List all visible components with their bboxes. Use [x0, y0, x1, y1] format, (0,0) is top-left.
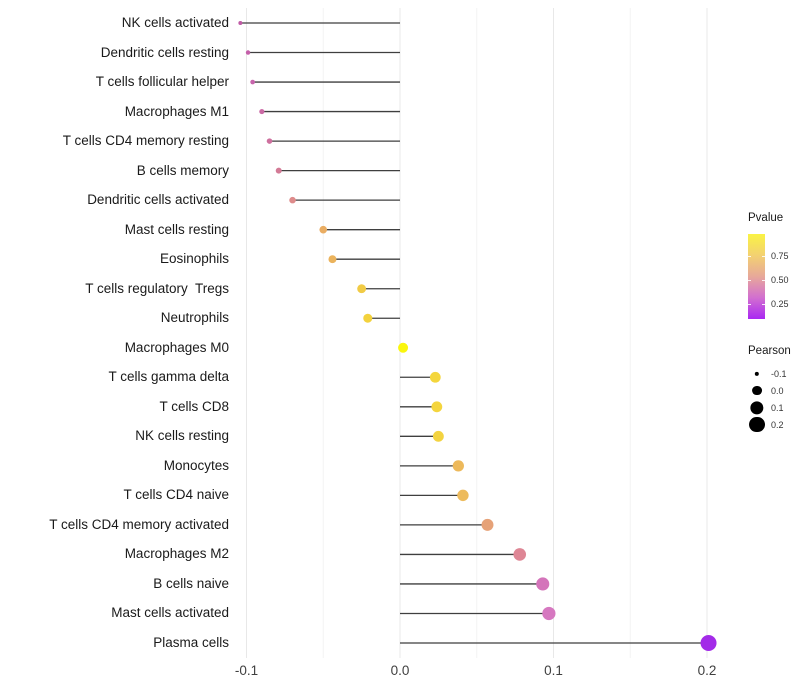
lollipop-dot: [398, 342, 409, 353]
category-label: Macrophages M2: [124, 546, 229, 562]
pearson-size-legend: -0.1 0.0 0.1 0.2: [740, 365, 800, 433]
lollipop-dot: [432, 430, 444, 442]
pvalue-tick-notch: [762, 280, 765, 281]
pearson-size-label: 0.0: [771, 385, 784, 396]
pearson-size-label: 0.2: [771, 419, 784, 430]
lollipop-dot: [363, 313, 373, 323]
category-label: T cells CD4 memory resting: [62, 133, 229, 149]
lollipop-dot: [513, 548, 527, 561]
lollipop-dot: [245, 50, 251, 55]
pearson-size-item: 0.1: [740, 399, 800, 416]
pvalue-tick-label: 0.50: [771, 275, 789, 285]
category-label: Plasma cells: [153, 635, 229, 650]
lollipop-dot: [457, 489, 469, 502]
lollipop-dot: [536, 577, 550, 591]
category-label: NK cells activated: [121, 15, 229, 30]
pvalue-tick-label: 0.75: [771, 251, 789, 261]
pvalue-tick-notch: [748, 280, 751, 281]
pearson-legend-title: Pearson: [748, 345, 791, 357]
pearson-size-item: -0.1: [740, 365, 800, 382]
category-label: B cells naive: [153, 575, 229, 591]
pvalue-tick-label: 0.25: [771, 299, 789, 309]
lollipop-dot: [319, 225, 328, 234]
lollipop-dot: [259, 108, 265, 115]
pearson-size-label: 0.1: [771, 402, 784, 413]
category-label: Neutrophils: [160, 310, 229, 326]
lollipop-dot: [431, 401, 443, 413]
category-label: Eosinophils: [159, 251, 229, 267]
lollipop-dot: [700, 635, 717, 651]
lollipop-dot: [357, 284, 367, 294]
category-label: NK cells resting: [135, 428, 229, 444]
category-label: T cells CD8: [159, 398, 229, 414]
pearson-size-item: 0.2: [740, 416, 800, 433]
category-label: T cells follicular helper: [95, 74, 229, 90]
pvalue-legend-title: Pvalue: [748, 212, 784, 224]
lollipop-dot: [429, 371, 441, 383]
pearson-size-dot: [754, 371, 760, 376]
x-tick-label: 0.2: [697, 663, 717, 678]
category-label: Macrophages M0: [124, 339, 229, 355]
category-label: T cells CD4 memory activated: [49, 516, 229, 532]
lollipop-dot: [266, 138, 273, 144]
legend: Pvalue 0.75 0.50 0.25 Pearson -0.1 0.0 0.1 0.…: [740, 212, 800, 433]
pvalue-tick-notch: [748, 256, 751, 257]
pvalue-gradient-wrap: 0.75 0.50 0.25: [748, 234, 789, 319]
x-tick-label: 0.0: [390, 663, 410, 678]
pvalue-tick-notch: [748, 304, 751, 305]
category-label: Dendritic cells activated: [87, 192, 229, 208]
pearson-size-dot: [749, 416, 765, 433]
x-tick-label: 0.1: [544, 663, 563, 678]
lollipop-dot: [289, 196, 296, 204]
lollipop-dot: [250, 79, 255, 85]
pearson-size-item: 0.0: [740, 382, 800, 399]
category-label: Macrophages M1: [124, 103, 229, 119]
lollipop-dot: [542, 606, 556, 621]
pvalue-tick-notch: [762, 256, 765, 257]
lollipop-dot: [238, 21, 243, 25]
x-tick-label: -0.1: [234, 663, 259, 678]
pearson-size-dot: [752, 385, 762, 396]
pvalue-tick-notch: [762, 304, 765, 305]
lollipop-dot: [328, 255, 337, 264]
category-label: Mast cells resting: [124, 221, 229, 237]
lollipop-dot: [275, 167, 282, 174]
category-label: T cells CD4 naive: [123, 487, 229, 503]
category-label: Dendritic cells resting: [100, 44, 229, 60]
pvalue-gradient-bar: [748, 234, 765, 319]
lollipop-dot: [481, 518, 494, 531]
pearson-size-label: -0.1: [771, 368, 787, 379]
category-label: B cells memory: [136, 162, 229, 178]
category-label: Monocytes: [163, 457, 229, 473]
category-label: Mast cells activated: [111, 605, 229, 621]
lollipop-dot: [452, 460, 464, 472]
pearson-size-dot: [750, 400, 764, 415]
category-label: T cells regulatory Tregs: [85, 280, 229, 296]
category-label: T cells gamma delta: [108, 369, 229, 385]
